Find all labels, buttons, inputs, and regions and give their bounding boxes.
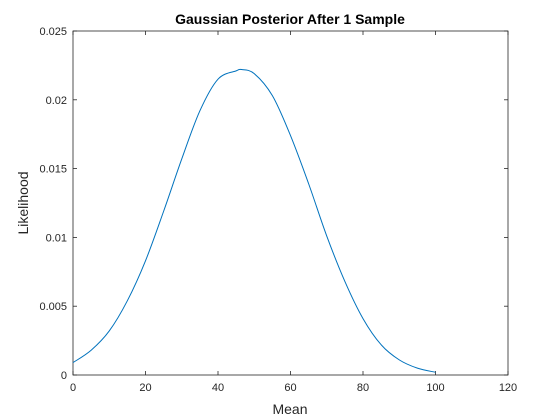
x-axis-label: Mean: [272, 401, 307, 417]
x-tick-label: 40: [212, 382, 224, 394]
series-line: [72, 68, 436, 373]
x-tick-label: 60: [284, 382, 296, 394]
x-axis: 0 20 40 60 80 100 120: [70, 31, 517, 394]
x-tick-label: 80: [357, 382, 369, 394]
x-tick-label: 20: [139, 382, 151, 394]
y-tick-label: 0.02: [46, 95, 67, 107]
y-tick-label: 0.01: [46, 232, 67, 244]
chart-title: Gaussian Posterior After 1 Sample: [175, 11, 405, 27]
y-tick-label: 0.025: [39, 26, 67, 38]
y-tick-label: 0: [61, 370, 67, 382]
y-tick-label: 0.005: [39, 301, 67, 313]
x-tick-label: 0: [70, 382, 76, 394]
x-tick-label: 100: [426, 382, 444, 394]
y-axis: 0 0.005 0.01 0.015 0.02 0.025: [39, 26, 508, 382]
y-axis-label: Likelihood: [15, 171, 31, 234]
y-tick-label: 0.015: [39, 164, 67, 176]
plot-area: [72, 30, 509, 376]
x-tick-label: 120: [499, 382, 517, 394]
